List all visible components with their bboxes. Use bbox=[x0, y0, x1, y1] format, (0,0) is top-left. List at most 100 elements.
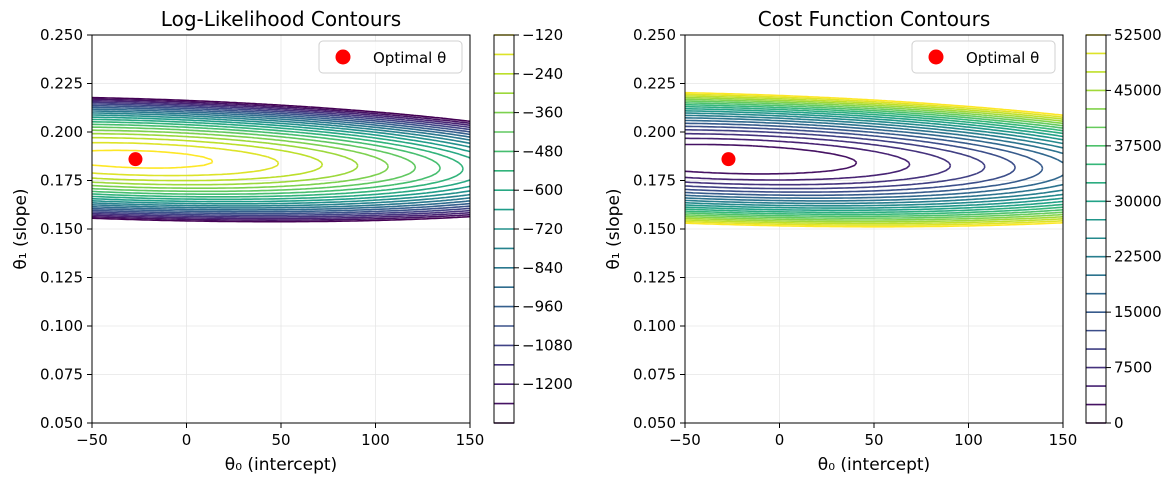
y-tick-label: 0.075 bbox=[633, 366, 676, 384]
contour-line bbox=[685, 129, 986, 190]
x-axis: −50 0 50 100 150 bbox=[76, 423, 484, 449]
colorbar-tick-label: −360 bbox=[522, 104, 563, 122]
contour-line bbox=[92, 121, 464, 198]
x-axis-label: θ₀ (intercept) bbox=[225, 455, 337, 475]
contour-line bbox=[685, 122, 1044, 197]
y-tick-label: 0.125 bbox=[633, 269, 676, 287]
colorbar-frame bbox=[1085, 34, 1107, 424]
x-tick-label: 100 bbox=[361, 431, 390, 449]
contour-line bbox=[92, 136, 324, 182]
colorbar-tick-label: 30000 bbox=[1114, 192, 1162, 210]
colorbar-tick-label: −1080 bbox=[522, 336, 573, 354]
legend-marker bbox=[928, 49, 944, 65]
legend-box bbox=[318, 40, 463, 74]
contour-line bbox=[685, 137, 911, 181]
contour-line bbox=[685, 107, 1063, 212]
x-tick-label: 100 bbox=[954, 431, 983, 449]
contour-lines bbox=[685, 91, 1063, 228]
contour-line bbox=[92, 149, 214, 169]
x-tick-label: 150 bbox=[456, 431, 485, 449]
contour-line bbox=[685, 117, 1063, 202]
colorbar-tick-label: 52500 bbox=[1114, 26, 1162, 44]
colorbar-tick-label: 0 bbox=[1114, 414, 1124, 432]
y-tick-label: 0.225 bbox=[40, 75, 83, 93]
x-tick-label: −50 bbox=[76, 431, 108, 449]
y-tick-label: 0.125 bbox=[40, 269, 83, 287]
optimal-point-marker bbox=[721, 152, 736, 167]
contour-line bbox=[92, 112, 470, 207]
colorbar-tick-label: −120 bbox=[522, 26, 563, 44]
contour-lines bbox=[92, 96, 470, 223]
colorbar-tick-label: −960 bbox=[522, 298, 563, 316]
contour-line bbox=[92, 126, 417, 193]
contour-line bbox=[92, 141, 280, 177]
x-tick-label: −50 bbox=[669, 431, 701, 449]
optimal-point bbox=[128, 152, 143, 167]
colorbar-tick-label: −1200 bbox=[522, 375, 573, 393]
chart-panel-loglik: Log-Likelihood Contours −50 0 50 100 150 0.0… bbox=[11, 7, 573, 475]
x-tick-label: 0 bbox=[775, 431, 785, 449]
contour-line bbox=[92, 103, 470, 217]
chart-panel-cost: Cost Function Contours −50 0 50 100 150 0.05… bbox=[604, 7, 1162, 475]
y-tick-label: 0.175 bbox=[40, 172, 83, 190]
chart-title: Cost Function Contours bbox=[758, 7, 991, 31]
x-axis: −50 0 50 100 150 bbox=[669, 423, 1077, 449]
grid bbox=[91, 34, 471, 424]
contour-line bbox=[92, 96, 470, 223]
contour-line bbox=[92, 108, 470, 211]
colorbar-tick-label: −240 bbox=[522, 65, 563, 83]
legend-label: Optimal θ bbox=[966, 49, 1039, 67]
contour-line bbox=[685, 103, 1063, 216]
colorbar-tick-label: −720 bbox=[522, 220, 563, 238]
y-tick-label: 0.200 bbox=[40, 123, 83, 141]
y-axis: 0.050 0.075 0.100 0.125 0.150 0.175 0.200 0.225… bbox=[633, 26, 685, 432]
colorbar-tick-label: −480 bbox=[522, 142, 563, 160]
y-tick-label: 0.225 bbox=[633, 75, 676, 93]
x-tick-label: 50 bbox=[864, 431, 883, 449]
legend-marker bbox=[335, 49, 351, 65]
y-tick-label: 0.250 bbox=[633, 26, 676, 44]
y-tick-label: 0.100 bbox=[40, 317, 83, 335]
contour-line bbox=[685, 110, 1063, 209]
contour-line bbox=[92, 104, 470, 215]
colorbar-tick-label: 37500 bbox=[1114, 137, 1162, 155]
contour-line bbox=[685, 132, 952, 186]
y-axis-label: θ₁ (slope) bbox=[604, 188, 624, 269]
contour-line bbox=[685, 105, 1063, 214]
x-tick-label: 150 bbox=[1049, 431, 1078, 449]
colorbar-tick-label: 7500 bbox=[1114, 359, 1152, 377]
colorbar-tick-label: −840 bbox=[522, 259, 563, 277]
y-tick-label: 0.200 bbox=[633, 123, 676, 141]
colorbar: 0 7500 15000 22500 30000 37500 45000 52500 bbox=[1085, 26, 1162, 432]
contour-line bbox=[92, 110, 470, 209]
colorbar-tick-label: −600 bbox=[522, 181, 563, 199]
contour-line bbox=[92, 114, 470, 205]
chart-title: Log-Likelihood Contours bbox=[161, 7, 401, 31]
contour-line bbox=[685, 143, 858, 175]
y-tick-label: 0.075 bbox=[40, 366, 83, 384]
y-tick-label: 0.150 bbox=[40, 220, 83, 238]
contour-line bbox=[685, 91, 1063, 228]
contour-line bbox=[92, 99, 470, 220]
y-axis: 0.050 0.075 0.100 0.125 0.150 0.175 0.200 0.225… bbox=[40, 26, 92, 432]
contour-line bbox=[92, 132, 359, 186]
colorbar-tick-label: 22500 bbox=[1114, 248, 1162, 266]
x-tick-label: 50 bbox=[271, 431, 290, 449]
x-axis-label: θ₀ (intercept) bbox=[818, 455, 930, 475]
y-tick-label: 0.250 bbox=[40, 26, 83, 44]
y-axis-label: θ₁ (slope) bbox=[11, 188, 31, 269]
legend: Optimal θ bbox=[318, 40, 463, 74]
legend-label: Optimal θ bbox=[373, 49, 446, 67]
contour-line bbox=[92, 106, 470, 213]
contour-line bbox=[685, 112, 1063, 207]
y-tick-label: 0.100 bbox=[633, 317, 676, 335]
contour-line bbox=[92, 129, 389, 189]
contour-line bbox=[92, 118, 470, 201]
optimal-point bbox=[721, 152, 736, 167]
contour-line bbox=[685, 93, 1063, 226]
optimal-point-marker bbox=[128, 152, 143, 167]
contour-line bbox=[685, 102, 1063, 218]
y-tick-label: 0.175 bbox=[633, 172, 676, 190]
legend-box bbox=[911, 40, 1056, 74]
